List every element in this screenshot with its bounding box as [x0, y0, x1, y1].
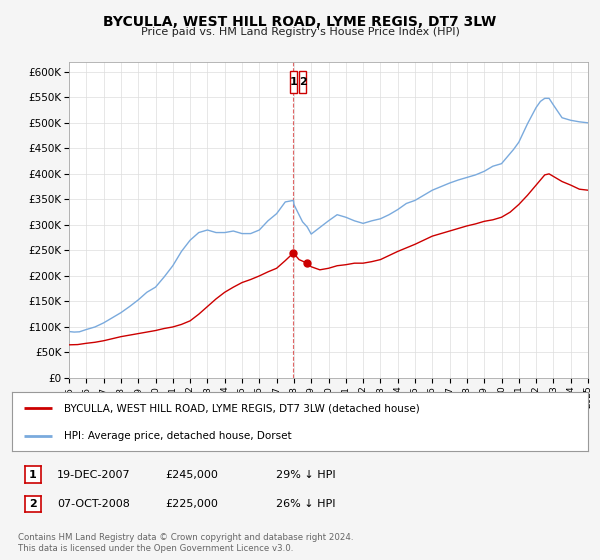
Text: Contains HM Land Registry data © Crown copyright and database right 2024.
This d: Contains HM Land Registry data © Crown c…: [18, 533, 353, 553]
Text: Price paid vs. HM Land Registry's House Price Index (HPI): Price paid vs. HM Land Registry's House …: [140, 27, 460, 37]
Text: 26% ↓ HPI: 26% ↓ HPI: [276, 499, 335, 509]
Text: 1: 1: [290, 77, 297, 87]
Text: £225,000: £225,000: [165, 499, 218, 509]
Text: BYCULLA, WEST HILL ROAD, LYME REGIS, DT7 3LW: BYCULLA, WEST HILL ROAD, LYME REGIS, DT7…: [103, 15, 497, 29]
Text: 2: 2: [29, 499, 37, 509]
Text: 07-OCT-2008: 07-OCT-2008: [57, 499, 130, 509]
FancyBboxPatch shape: [299, 71, 307, 94]
Text: 1: 1: [29, 470, 37, 480]
Text: 29% ↓ HPI: 29% ↓ HPI: [276, 470, 335, 480]
FancyBboxPatch shape: [290, 71, 297, 94]
Text: 2: 2: [299, 77, 307, 87]
Text: 19-DEC-2007: 19-DEC-2007: [57, 470, 131, 480]
Text: HPI: Average price, detached house, Dorset: HPI: Average price, detached house, Dors…: [64, 431, 292, 441]
Text: BYCULLA, WEST HILL ROAD, LYME REGIS, DT7 3LW (detached house): BYCULLA, WEST HILL ROAD, LYME REGIS, DT7…: [64, 403, 419, 413]
Text: £245,000: £245,000: [165, 470, 218, 480]
